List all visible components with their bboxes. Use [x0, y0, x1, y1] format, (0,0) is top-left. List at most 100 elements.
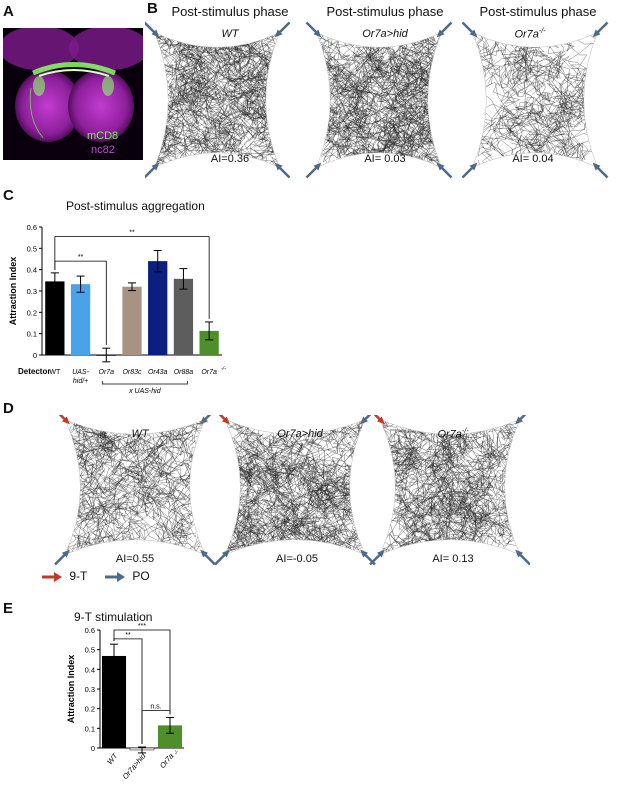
arena-row-b — [145, 21, 609, 179]
brain-label-nc82: nc82 — [91, 144, 115, 156]
chart-e-errorbar-0 — [110, 643, 118, 669]
arena-d3-corner-arrow-icon-1 — [515, 415, 527, 425]
legend-po: PO — [103, 569, 150, 583]
arena-b1-ai: AI=0.36 — [210, 153, 250, 165]
chart-c-bar-3 — [122, 286, 142, 355]
arena-d3-corner-arrow-icon-2 — [369, 549, 385, 566]
chart-c-significance-label-1: ** — [129, 230, 135, 237]
chart-e-xlabel-0: WT — [105, 750, 120, 766]
chart-e-ytick-label: 0.1 — [85, 724, 95, 733]
arena-d2-corner-arrow-icon-0 — [218, 415, 230, 425]
chart-e-significance-label-1: *** — [138, 623, 146, 630]
panel-letter-a: A — [3, 3, 14, 20]
chart-c-errorbar-1 — [76, 275, 85, 293]
arena-b3-corner-arrow-icon-1 — [592, 21, 609, 38]
arena-d3-genotype: Or7a-/- — [437, 428, 469, 441]
chart-c-bar-0 — [45, 281, 65, 355]
arena-b2-corner-arrow-icon-1 — [436, 21, 453, 38]
chart-c-bar-6 — [199, 330, 219, 355]
arena-b1-corner-arrow-icon-0 — [145, 21, 160, 38]
brain-label-mcd8: mCD8 — [87, 130, 119, 142]
arena-row-d — [54, 415, 530, 566]
brain-image: mCD8 nc82 — [3, 28, 143, 160]
chart-c-xlabel-0: WT — [49, 369, 61, 376]
chart-e-ytick-label: 0 — [91, 744, 95, 753]
arena-d2-ai: AI=-0.05 — [276, 553, 318, 565]
arena-b1-corner-arrow-icon-1 — [274, 21, 291, 38]
chart-e-errorbar-1 — [138, 746, 146, 754]
chart-e-bar-0 — [101, 655, 127, 748]
chart-c-ytick-label: 0.6 — [27, 223, 37, 232]
chart-c-group-bracket — [101, 381, 188, 385]
chart-e-xlabel-sup: -/- — [173, 749, 181, 757]
chart-c-row-label: Detector — [18, 367, 50, 376]
chart-c-errorbar-6 — [205, 321, 214, 341]
arena-b3-corner-arrow-icon-2 — [461, 162, 478, 179]
arena-d1-corner-arrow-icon-0 — [58, 415, 70, 425]
chart-c-ytick-label: 0.4 — [27, 266, 37, 275]
arena-b2-genotype: Or7a>hid — [362, 28, 408, 40]
chart-c-errorbar-4 — [153, 249, 162, 273]
chart-e-ytick-label: 0.6 — [85, 626, 95, 635]
chart-e-ylabel: Attraction Index — [66, 655, 76, 724]
chart-c-errorbar-3 — [128, 282, 136, 292]
chart-c-ytick-label: 0 — [33, 351, 37, 360]
brain-image-svg — [3, 28, 143, 160]
chart-c-ytick-label: 0.5 — [27, 244, 37, 253]
chart-c-significance-1: ** — [54, 230, 210, 319]
blue-arrow-icon — [105, 571, 125, 582]
arena-b3-genotype: Or7a-/- — [514, 28, 546, 41]
arena-d3-corner-arrow-icon-0 — [373, 415, 385, 425]
arena-b3-ai: AI= 0.04 — [512, 153, 554, 165]
chart-c-xlabel-2: Or7a — [99, 369, 115, 376]
chart-e-xlabel-1: Or7a>hid — [121, 751, 148, 781]
chart-c-errorbar-2 — [102, 347, 111, 363]
arena-b2-title: Post-stimulus phase — [326, 4, 444, 19]
arena-b2-ai: AI= 0.03 — [364, 153, 406, 165]
legend-9t: 9-T — [40, 569, 87, 583]
chart-c-xlabel-sup: -/- — [221, 366, 226, 372]
chart-c-xlabel2-1: hid/+ — [73, 378, 88, 385]
arena-b2-corner-arrow-icon-2 — [305, 162, 322, 179]
red-arrow-icon — [42, 571, 62, 582]
chart-e-significance-label-0: ** — [125, 632, 131, 639]
panel-letter-d: D — [3, 400, 14, 417]
chart-c-errorbar-5 — [179, 268, 188, 290]
chart-c-bar-4 — [148, 261, 168, 355]
chart-c-xlabel-6: Or7a — [201, 369, 217, 376]
arena-d1-corner-arrow-icon-1 — [200, 415, 212, 425]
chart-e-ytick-label: 0.5 — [85, 646, 95, 655]
arena-d2-genotype: Or7a>hid — [277, 428, 323, 440]
chart-c-errorbar-0 — [50, 272, 59, 291]
chart-e-errorbar-2 — [166, 717, 174, 734]
chart-c: 0 0.1 0.2 0.3 0.4 0.5 0.6 Attraction Index WT UAS… — [8, 223, 226, 395]
arena-d3-corner-arrow-icon-3 — [515, 549, 530, 566]
chart-c-xlabel-1: UAS- — [72, 369, 89, 376]
arena-b3-corner-arrow-icon-0 — [461, 21, 478, 38]
chart-e-bar-2 — [157, 725, 183, 748]
chart-c-significance-label-0: ** — [78, 254, 84, 261]
chart-c-bar-5 — [173, 278, 194, 355]
arena-d2-corner-arrow-icon-1 — [360, 415, 372, 425]
arena-b1-corner-arrow-icon-2 — [145, 162, 160, 179]
arena-b2-corner-arrow-icon-3 — [436, 162, 453, 179]
panel-letter-b: B — [147, 0, 158, 17]
chart-c-bar-1 — [70, 284, 91, 355]
arena-b2-corner-arrow-icon-0 — [305, 21, 322, 38]
chart-e-xlabel-2: Or7a — [158, 752, 176, 771]
chart-e-title: 9-T stimulation — [74, 610, 153, 624]
chart-e-significance-label-2: n.s. — [150, 704, 161, 711]
chart-e-ytick-label: 0.3 — [85, 685, 95, 694]
chart-c-group-label: x UAS-hid — [128, 388, 162, 395]
arena-d3-ai: AI= 0.13 — [432, 553, 474, 565]
chart-e-significance-1: *** — [113, 623, 171, 715]
chart-c-title: Post-stimulus aggregation — [66, 199, 205, 213]
arena-d1-genotype: WT — [131, 428, 149, 440]
chart-c-ylabel: Attraction Index — [8, 257, 18, 326]
arena-d1-corner-arrow-icon-2 — [54, 549, 70, 566]
arena-d2-corner-arrow-icon-2 — [214, 549, 230, 566]
arena-b1-genotype: WT — [221, 28, 239, 40]
chart-c-xlabel-3: Or83c — [122, 369, 142, 376]
chart-c-ytick-label: 0.1 — [27, 330, 37, 339]
